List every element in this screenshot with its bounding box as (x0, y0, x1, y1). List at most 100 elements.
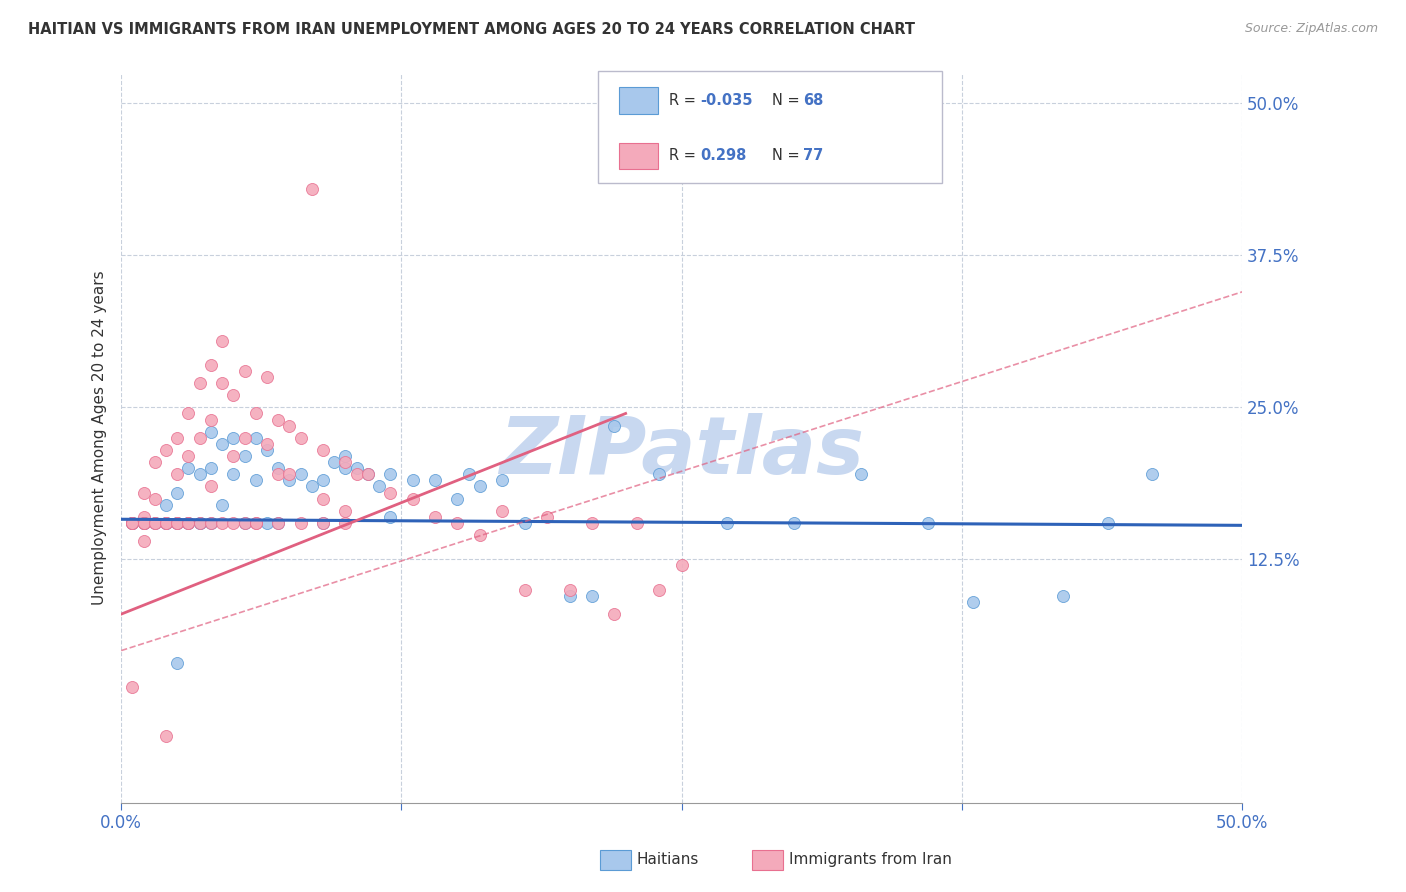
Point (222, 431, 245, 445)
Point (536, 509, 558, 524)
Point (335, 504, 357, 518)
Point (962, 595, 984, 609)
Point (188, 467, 211, 482)
Point (177, 449, 200, 463)
Point (166, 467, 188, 482)
Point (491, 474, 513, 488)
Point (233, 516, 256, 530)
Point (245, 516, 267, 530)
Point (290, 431, 312, 445)
Point (233, 431, 256, 445)
Text: 77: 77 (803, 148, 823, 162)
Point (121, 516, 143, 530)
Point (256, 437, 278, 451)
Point (626, 516, 648, 530)
Point (423, 509, 446, 524)
Point (1097, 516, 1119, 530)
Point (256, 442, 278, 457)
Point (200, 358, 222, 372)
Point (267, 516, 290, 530)
Point (155, 516, 177, 530)
Point (166, 485, 188, 500)
Point (357, 467, 380, 482)
Text: Immigrants from Iran: Immigrants from Iran (789, 853, 952, 867)
Text: N =: N = (772, 148, 804, 162)
Point (211, 334, 233, 348)
Point (312, 442, 335, 457)
Point (401, 474, 423, 488)
Text: R =: R = (669, 148, 706, 162)
Point (558, 582, 581, 597)
Point (132, 516, 155, 530)
Point (211, 437, 233, 451)
Point (312, 491, 335, 506)
Point (245, 407, 267, 421)
Point (513, 582, 536, 597)
Point (222, 388, 245, 402)
Point (357, 467, 380, 482)
Point (380, 485, 402, 500)
Point (132, 509, 155, 524)
Text: HAITIAN VS IMMIGRANTS FROM IRAN UNEMPLOYMENT AMONG AGES 20 TO 24 YEARS CORRELATI: HAITIAN VS IMMIGRANTS FROM IRAN UNEMPLOY… (28, 22, 915, 37)
Point (211, 498, 233, 512)
Point (446, 491, 468, 506)
Point (132, 516, 155, 530)
Point (200, 461, 222, 475)
Point (401, 491, 423, 506)
Point (267, 412, 290, 426)
Point (143, 516, 166, 530)
Point (346, 467, 368, 482)
Point (177, 407, 200, 421)
Point (155, 516, 177, 530)
Point (222, 449, 245, 463)
Point (290, 467, 312, 482)
Point (166, 431, 188, 445)
Point (581, 589, 603, 603)
Point (301, 181, 323, 195)
Point (716, 516, 738, 530)
Point (513, 516, 536, 530)
Text: R =: R = (669, 94, 700, 108)
Point (188, 431, 211, 445)
Point (849, 467, 872, 482)
Point (245, 474, 267, 488)
Point (132, 516, 155, 530)
Point (155, 442, 177, 457)
Point (200, 412, 222, 426)
Point (121, 516, 143, 530)
Point (155, 516, 177, 530)
Text: Source: ZipAtlas.com: Source: ZipAtlas.com (1244, 22, 1378, 36)
Point (200, 516, 222, 530)
Point (917, 516, 939, 530)
Point (155, 498, 177, 512)
Point (558, 589, 581, 603)
Point (312, 516, 335, 530)
Point (166, 516, 188, 530)
Point (335, 461, 357, 475)
Point (132, 516, 155, 530)
Point (121, 516, 143, 530)
Point (335, 516, 357, 530)
Point (177, 516, 200, 530)
Text: ZIPatlas: ZIPatlas (499, 413, 865, 491)
Point (380, 509, 402, 524)
Point (256, 516, 278, 530)
Text: Haitians: Haitians (637, 853, 699, 867)
Point (368, 479, 391, 493)
Point (256, 370, 278, 384)
Point (188, 376, 211, 390)
Point (335, 449, 357, 463)
Point (603, 607, 626, 621)
Point (155, 729, 177, 743)
Point (177, 516, 200, 530)
Point (132, 534, 155, 549)
Point (323, 455, 346, 469)
Point (132, 516, 155, 530)
Point (188, 516, 211, 530)
Point (155, 516, 177, 530)
Point (312, 516, 335, 530)
Point (267, 467, 290, 482)
Point (200, 479, 222, 493)
Point (671, 558, 693, 573)
Point (166, 516, 188, 530)
